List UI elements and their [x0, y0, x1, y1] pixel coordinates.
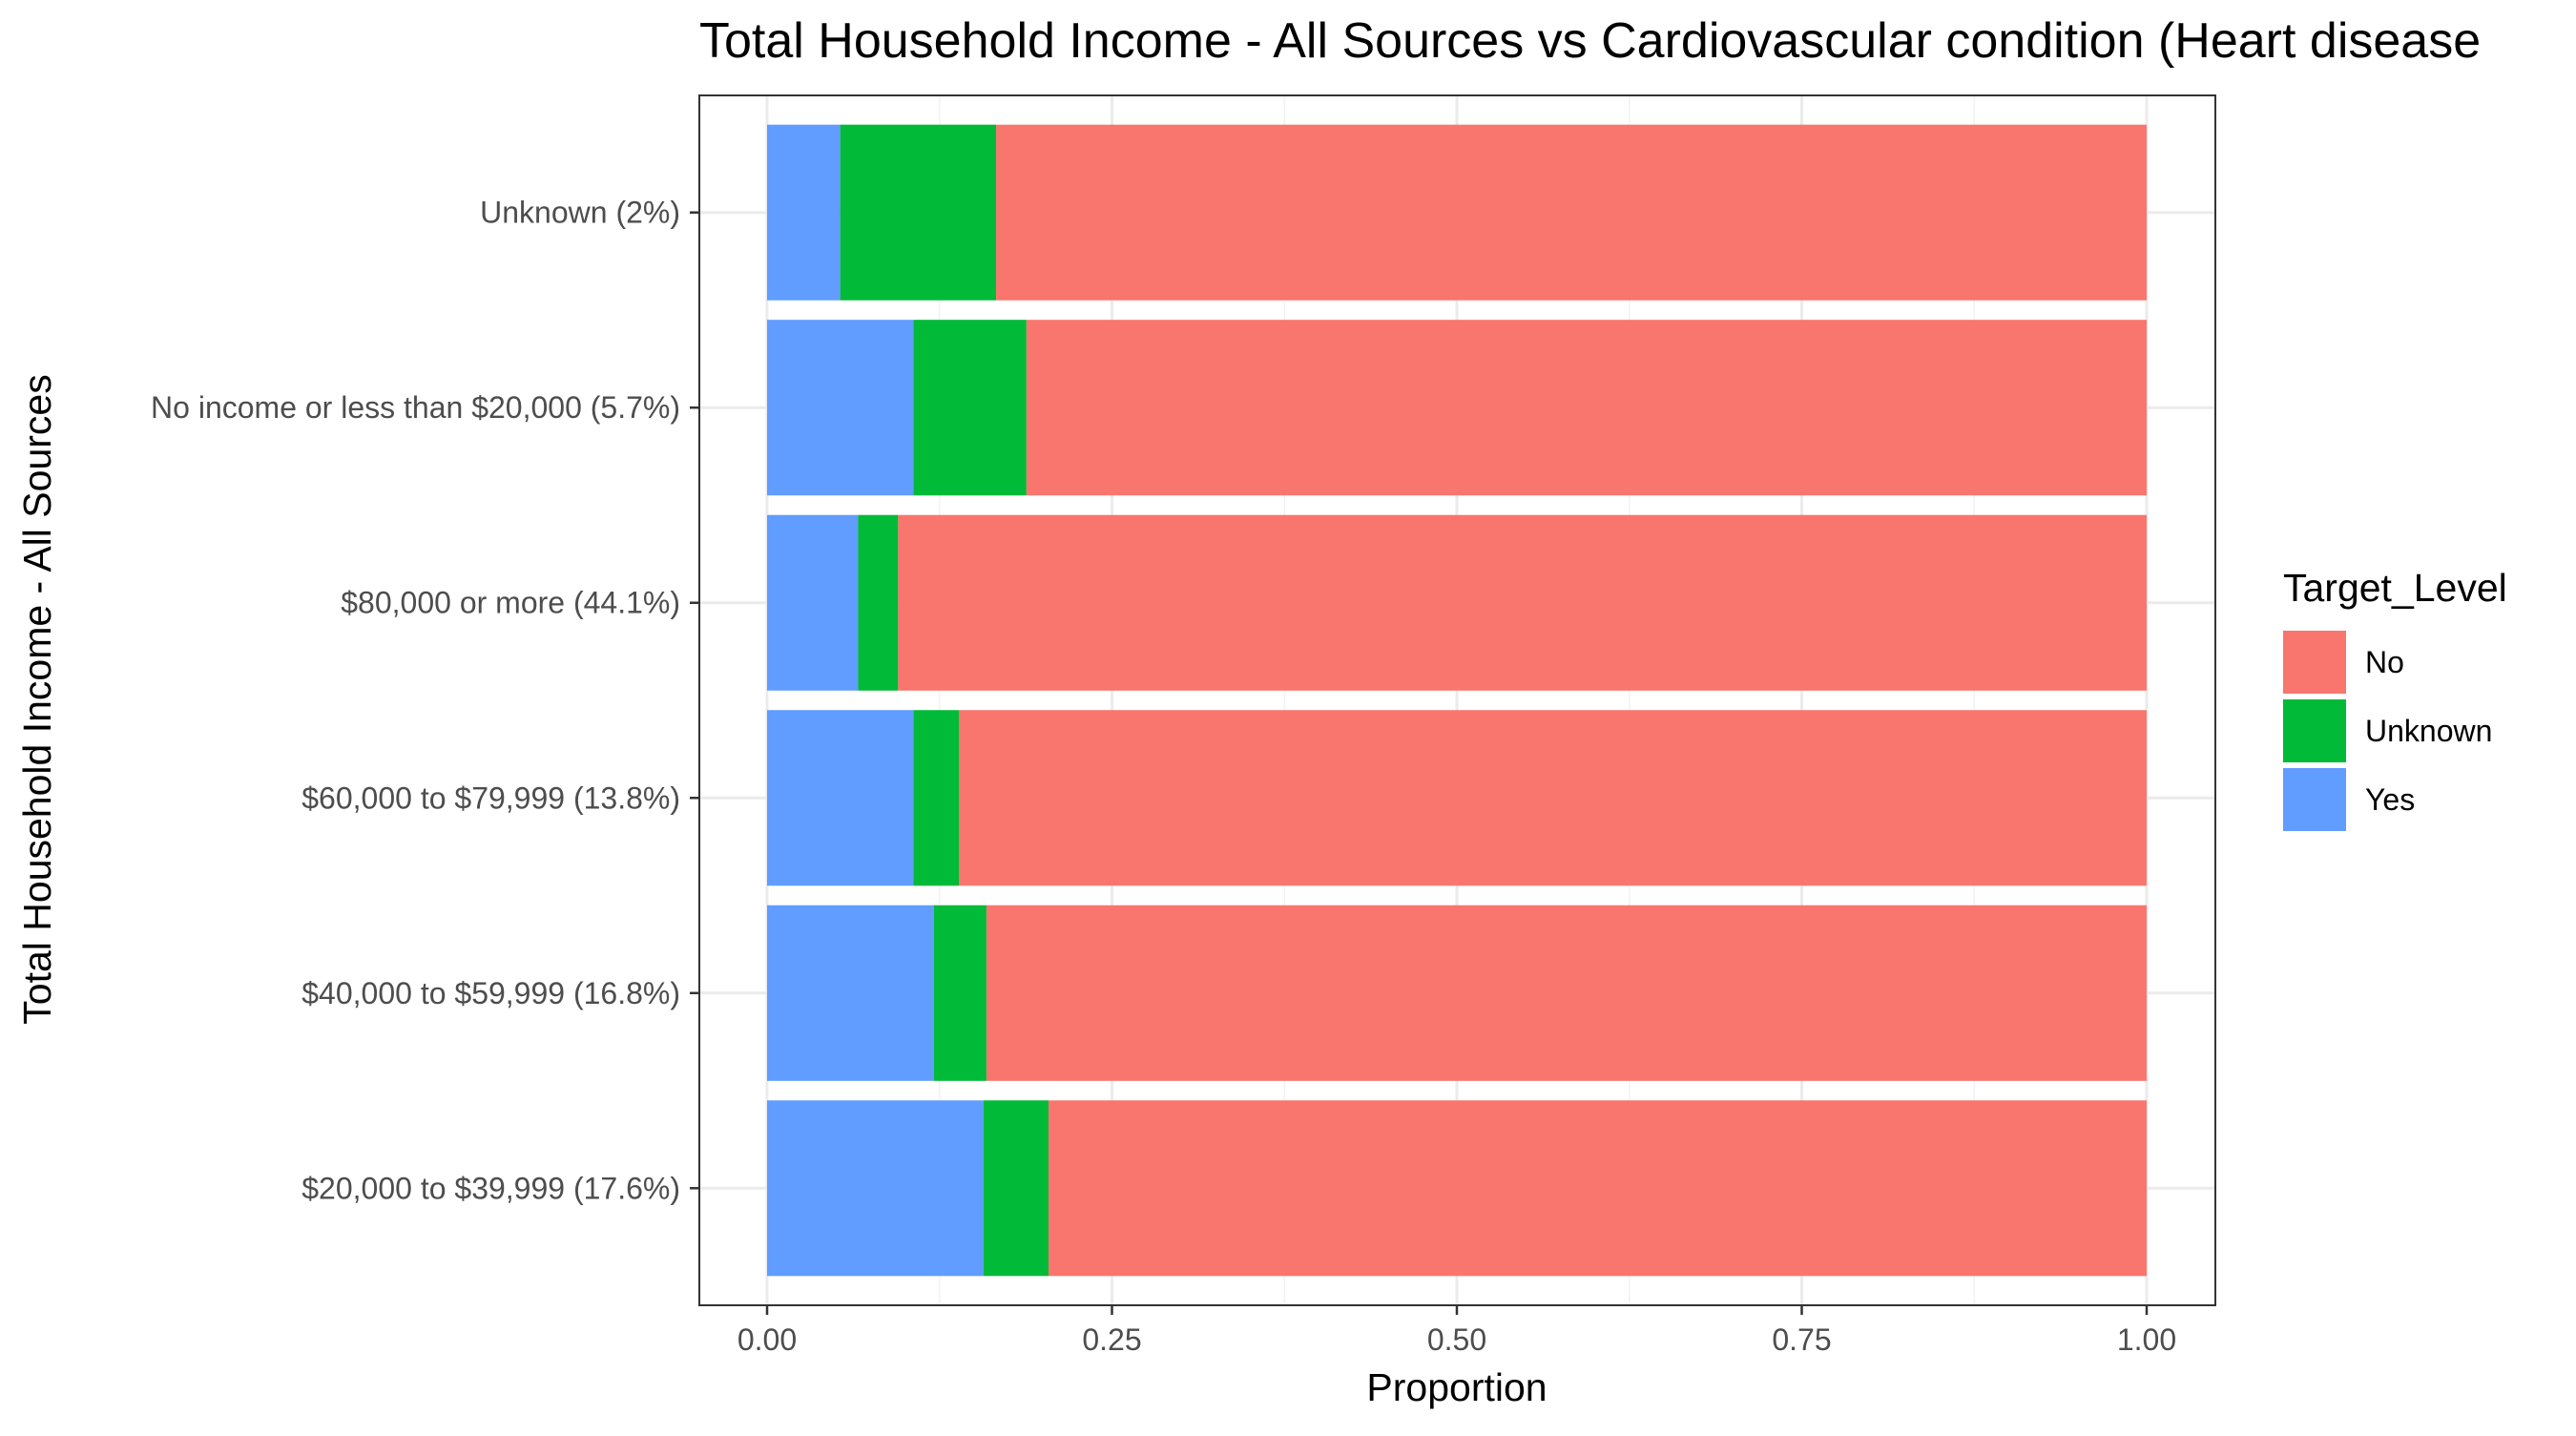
bar-segment-yes-1 [767, 124, 841, 301]
y-tick-label: No income or less than $20,000 (5.7%) [151, 390, 680, 425]
legend-title: Target_Level [2283, 566, 2507, 610]
bar-segment-yes-4 [767, 710, 914, 886]
bar-segment-yes-5 [767, 905, 934, 1081]
bar-segment-no-4 [958, 710, 2147, 886]
legend: Target_Level No Unknown Yes [2283, 566, 2507, 831]
bar-segment-yes-6 [767, 1100, 985, 1277]
x-tick-label: 0.50 [1427, 1322, 1486, 1357]
x-tick-label: 1.00 [2117, 1322, 2176, 1357]
y-tick-label: $80,000 or more (44.1%) [341, 586, 680, 620]
bar-segment-unknown-6 [984, 1100, 1049, 1277]
bar-segment-no-6 [1048, 1100, 2147, 1277]
y-tick-label: $40,000 to $59,999 (16.8%) [301, 976, 680, 1010]
bar-segment-no-3 [898, 514, 2147, 691]
bar-segment-unknown-5 [933, 905, 987, 1081]
x-tick-label: 0.75 [1772, 1322, 1831, 1357]
bar-segment-no-2 [1026, 320, 2147, 496]
bar-segment-unknown-4 [913, 710, 959, 886]
bar-segment-unknown-1 [840, 124, 997, 301]
x-axis-title: Proportion [1366, 1365, 1547, 1409]
legend-label-unknown: Unknown [2365, 714, 2492, 748]
y-axis-title: Total Household Income - All Sources [15, 374, 59, 1024]
x-tick-label: 0.25 [1082, 1322, 1141, 1357]
x-tick-label: 0.00 [737, 1322, 797, 1357]
legend-key-no [2283, 631, 2346, 694]
y-tick-label: Unknown (2%) [480, 196, 680, 230]
bar-segment-unknown-3 [858, 514, 899, 691]
legend-label-yes: Yes [2365, 782, 2415, 817]
chart-title: Total Household Income - All Sources vs … [699, 13, 2481, 69]
legend-key-unknown [2283, 699, 2346, 762]
bar-segment-unknown-2 [913, 320, 1027, 496]
bar-segment-yes-3 [767, 514, 859, 691]
bar-segment-yes-2 [767, 320, 914, 496]
bar-segment-no-1 [996, 124, 2147, 301]
legend-items: No Unknown Yes [2283, 631, 2492, 831]
y-tick-label: $60,000 to $79,999 (13.8%) [301, 780, 680, 815]
plot-layer: Unknown (2%) No income or less than $20,0… [151, 94, 2216, 1357]
legend-label-no: No [2365, 645, 2404, 679]
legend-key-yes [2283, 768, 2346, 831]
y-tick-label: $20,000 to $39,999 (17.6%) [301, 1171, 680, 1205]
bar-segment-no-5 [986, 905, 2147, 1081]
